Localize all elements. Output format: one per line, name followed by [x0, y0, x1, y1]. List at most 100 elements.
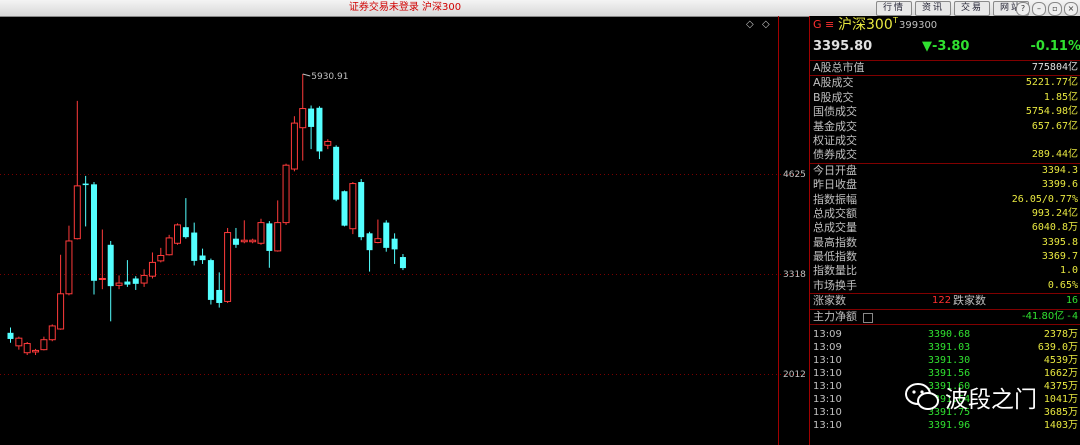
- tick-row: 13:09 3390.68 2378万: [810, 328, 1080, 341]
- candle-body: [165, 237, 173, 256]
- market-button[interactable]: 行情: [876, 1, 913, 16]
- market-value-label: A股总市值: [813, 61, 865, 74]
- trade-button[interactable]: 交易: [954, 1, 991, 16]
- turnover-value: 657.67亿: [1031, 120, 1078, 132]
- tick-row: 13:09 3391.03 639.0万: [810, 341, 1080, 354]
- turnover-label: 权证成交: [813, 133, 857, 147]
- candle-body: [224, 232, 232, 302]
- turnover-section: A股成交 5221.77亿 B股成交 1.85亿 国债成交 5754.98亿 基金成交 657…: [810, 75, 1080, 162]
- main-flow-label: 主力净额: [813, 309, 857, 323]
- close-icon[interactable]: ×: [1064, 2, 1078, 16]
- news-button[interactable]: 资讯: [915, 1, 952, 16]
- up-count: 122: [932, 295, 952, 307]
- index-stat-label: 最低指数: [813, 250, 857, 264]
- tick-price: 3391.96: [928, 420, 971, 432]
- index-stat-value: 6040.8万: [1031, 222, 1078, 234]
- index-stat-row: 今日开盘 3394.3: [810, 164, 1080, 178]
- candle-body: [191, 232, 198, 261]
- candle-body: [148, 261, 156, 277]
- candle-body: [299, 108, 307, 129]
- tick-price: 3391.56: [928, 368, 971, 380]
- candle-body: [290, 122, 298, 170]
- price-change: ▼-3.80: [922, 39, 970, 54]
- diamond-icon[interactable]: ◇: [746, 19, 754, 30]
- candle-body: [132, 278, 139, 284]
- index-stat-value: 1.0: [1059, 265, 1078, 277]
- index-stat-label: 昨日收盘: [813, 178, 857, 192]
- tick-time: 13:10: [813, 368, 842, 380]
- tick-time: 13:09: [813, 329, 842, 341]
- index-stat-value: 3395.8: [1041, 236, 1078, 248]
- candle-body: [333, 146, 340, 200]
- index-superscript: T: [893, 16, 898, 25]
- candle-body: [316, 107, 323, 152]
- index-name: 沪深300: [838, 17, 893, 33]
- index-stat-row: 总成交额 993.24亿: [810, 207, 1080, 221]
- turnover-row: 债券成交 289.44亿: [810, 148, 1080, 162]
- tick-volume: 4375万: [1043, 381, 1078, 393]
- tick-time: 13:10: [813, 420, 842, 432]
- index-stat-label: 市场换手: [813, 278, 857, 292]
- last-price: 3395.80: [813, 39, 873, 54]
- index-stat-label: 指数振幅: [813, 192, 857, 206]
- candle-body: [15, 337, 23, 347]
- turnover-value: 1.85亿: [1043, 91, 1078, 103]
- top-nav: 行情 资讯 交易 网站: [876, 0, 1030, 16]
- index-stat-label: 总成交量: [813, 221, 857, 235]
- candle-body: [207, 260, 214, 300]
- price-tick-label: 2012: [783, 370, 806, 380]
- candle-body: [65, 240, 73, 295]
- maximize-icon[interactable]: ▫: [1048, 2, 1062, 16]
- candle-body: [91, 184, 97, 281]
- price-change-pct: -0.11%: [1030, 39, 1080, 54]
- turnover-value: 289.44亿: [1031, 149, 1078, 161]
- candle-body: [366, 233, 373, 251]
- turnover-label: 债券成交: [813, 148, 857, 162]
- breadth-row: 涨家数 122 跌家数 16: [810, 293, 1080, 308]
- window-controls: ? – ▫ ×: [1016, 0, 1078, 16]
- candle-body: [48, 325, 56, 341]
- minimize-icon[interactable]: –: [1032, 2, 1046, 16]
- turnover-label: 国债成交: [813, 105, 857, 119]
- title-bar: 证券交易未登录 沪深300 行情 资讯 交易 网站 ? – ▫ ×: [0, 0, 1080, 17]
- tick-price: 3390.68: [928, 329, 971, 341]
- price-tick-label: 3318: [783, 270, 806, 280]
- tick-time: 13:10: [813, 394, 842, 406]
- candle-body: [308, 108, 315, 127]
- tick-row: 13:10 3391.30 4539万: [810, 354, 1080, 367]
- grid-icon[interactable]: [863, 312, 873, 323]
- index-stat-label: 最高指数: [813, 235, 857, 249]
- tick-volume: 639.0万: [1037, 342, 1078, 354]
- window-title: 证券交易未登录 沪深300: [348, 2, 462, 13]
- chart-grid: [0, 16, 808, 445]
- help-icon[interactable]: ?: [1016, 2, 1030, 16]
- index-stat-label: 今日开盘: [813, 163, 857, 177]
- quote-panel: G ≡ 沪深300 T 399300 3395.80 ▼-3.80 -0.11%…: [809, 16, 1080, 445]
- up-count-label: 涨家数: [813, 294, 846, 308]
- kline-chart-svg[interactable]: 4625 3318 2012 5930.91 ◇ ◇: [0, 16, 808, 445]
- tick-time: 13:09: [813, 342, 842, 354]
- price-tick-label: 4625: [783, 170, 806, 180]
- watermark: 波段之门: [905, 377, 1037, 417]
- candle-body: [174, 224, 181, 244]
- candle-body: [98, 277, 106, 280]
- candles: [7, 74, 406, 356]
- index-stat-row: 总成交量 6040.8万: [810, 221, 1080, 235]
- turnover-label: A股成交: [813, 76, 854, 90]
- tick-price: 3391.64: [928, 394, 971, 406]
- watermark-text: 波段之门: [945, 387, 1037, 413]
- high-marker-label: 5930.91: [311, 72, 348, 82]
- kline-chart[interactable]: 4625 3318 2012 5930.91 ◇ ◇: [0, 16, 808, 445]
- index-stat-value: 0.65%: [1047, 279, 1078, 291]
- down-count-label: 跌家数: [953, 294, 986, 308]
- candle-body: [82, 183, 89, 186]
- candle-body: [349, 183, 357, 230]
- index-stat-value: 3399.6: [1041, 179, 1078, 191]
- candle-body: [249, 239, 257, 243]
- index-stat-row: 指数振幅 26.05/0.77%: [810, 193, 1080, 207]
- tick-row: 13:10 3391.96 1403万: [810, 419, 1080, 432]
- main-flow-value-2: -4: [1065, 310, 1078, 322]
- tick-volume: 3685万: [1043, 407, 1078, 419]
- candle-body: [324, 140, 332, 146]
- diamond-icon-2[interactable]: ◇: [762, 19, 770, 30]
